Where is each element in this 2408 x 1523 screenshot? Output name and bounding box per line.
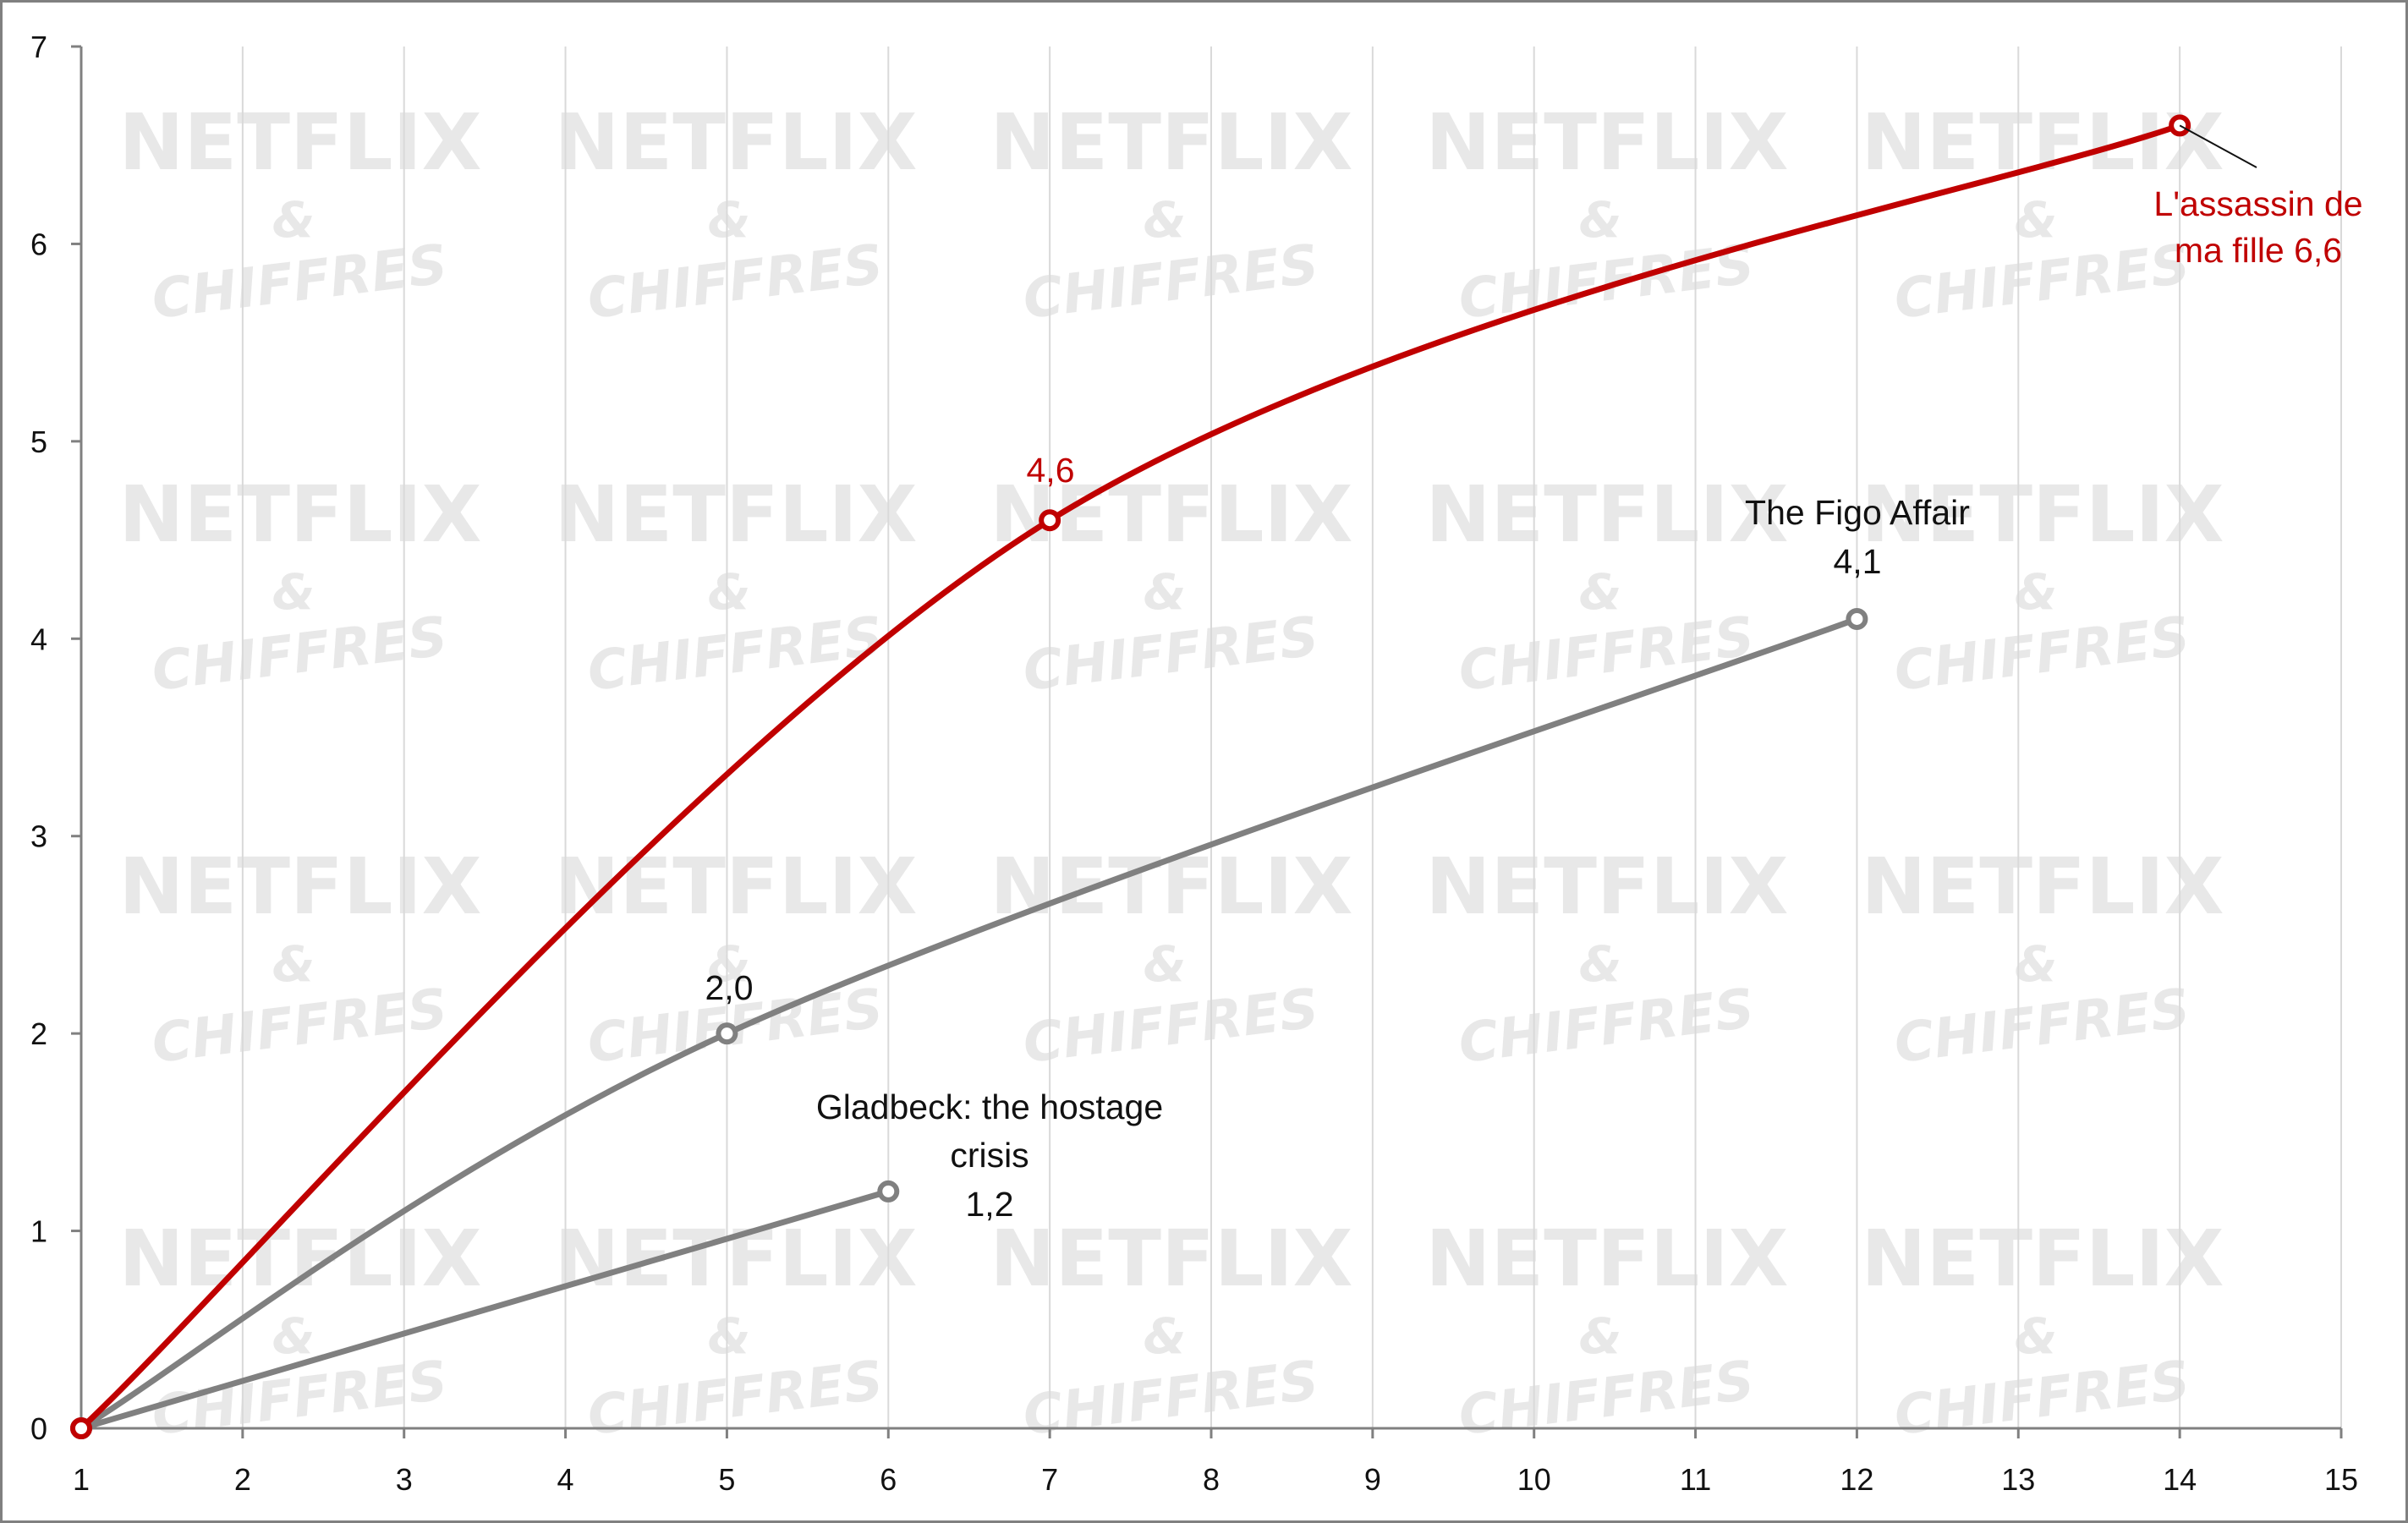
watermark-line1: NETFLIX: [1425, 1213, 1788, 1304]
y-tick-label: 1: [30, 1214, 47, 1249]
data-label: ma fille 6,6: [2175, 231, 2342, 270]
watermark-line1: NETFLIX: [990, 841, 1352, 932]
data-label: Gladbeck: the hostage: [816, 1087, 1163, 1126]
watermark-line2: &: [708, 935, 751, 993]
x-tick-label: 1: [73, 1462, 90, 1497]
series-point: [877, 1180, 900, 1203]
watermark-line2: &: [2015, 563, 2058, 621]
x-tick-label: 10: [1517, 1462, 1551, 1497]
y-tick-label: 3: [30, 819, 47, 854]
x-tick-label: 7: [1041, 1462, 1058, 1497]
watermark-line1: NETFLIX: [1425, 97, 1788, 188]
watermark-line2: &: [708, 1307, 751, 1365]
y-tick-label: 0: [30, 1411, 47, 1446]
watermark-line2: &: [2015, 191, 2058, 249]
watermark-line1: NETFLIX: [554, 1213, 917, 1304]
watermark-line1: NETFLIX: [554, 469, 917, 560]
watermark-line1: NETFLIX: [990, 1213, 1352, 1304]
series-point: [1846, 607, 1868, 630]
x-tick-label: 6: [880, 1462, 897, 1497]
watermark-tile: NETFLIX&CHIFFRES: [1861, 469, 2224, 704]
watermark-line1: NETFLIX: [1861, 97, 2224, 188]
watermark-line2: &: [1579, 1307, 1622, 1365]
watermark-line1: NETFLIX: [118, 469, 481, 560]
series-layer: [70, 114, 2191, 1439]
watermark-line1: NETFLIX: [554, 97, 917, 188]
watermark-line1: NETFLIX: [1861, 469, 2224, 560]
x-tick-label: 5: [718, 1462, 735, 1497]
data-label: 1,2: [966, 1185, 1014, 1224]
watermark-line1: NETFLIX: [1425, 841, 1788, 932]
series-line: [78, 1188, 891, 1432]
watermark-line1: NETFLIX: [1861, 1213, 2224, 1304]
data-label: L'assassin de: [2153, 184, 2362, 223]
gridlines: [241, 47, 2342, 1428]
data-label: crisis: [950, 1136, 1028, 1175]
data-label: The Figo Affair: [1745, 493, 1970, 532]
y-tick-label: 6: [30, 227, 47, 261]
x-tick-label: 14: [2163, 1462, 2197, 1497]
watermark-line1: NETFLIX: [554, 841, 917, 932]
y-tick-label: 4: [30, 622, 47, 656]
series-point: [70, 1417, 92, 1439]
watermark-line2: &: [708, 191, 751, 249]
watermark-line2: &: [708, 563, 751, 621]
watermark-line1: NETFLIX: [1425, 469, 1788, 560]
data-label: 2,0: [705, 968, 754, 1007]
watermark-line2: &: [272, 191, 315, 249]
x-tick-label: 2: [234, 1462, 251, 1497]
watermark-line2: &: [1144, 1307, 1187, 1365]
watermark-line2: &: [272, 935, 315, 993]
watermark-line1: NETFLIX: [990, 97, 1352, 188]
x-tick-label: 4: [557, 1462, 574, 1497]
watermark-line2: &: [2015, 1307, 2058, 1365]
watermark-line2: &: [272, 563, 315, 621]
x-tick-label: 9: [1364, 1462, 1381, 1497]
watermark-line2: &: [1579, 935, 1622, 993]
watermark-line2: &: [1144, 191, 1187, 249]
x-tick-label: 3: [396, 1462, 413, 1497]
x-tick-label: 15: [2324, 1462, 2358, 1497]
series-point: [716, 1022, 738, 1045]
leader-line: [2179, 124, 2257, 168]
data-label: 4,6: [1027, 451, 1075, 490]
watermark-line2: &: [1579, 563, 1622, 621]
watermark-line1: NETFLIX: [118, 841, 481, 932]
series-point: [1039, 509, 1061, 532]
watermark-line2: &: [2015, 935, 2058, 993]
watermark-line1: NETFLIX: [1861, 841, 2224, 932]
x-tick-label: 11: [1680, 1462, 1711, 1497]
y-tick-label: 5: [30, 425, 47, 459]
watermark-line1: NETFLIX: [118, 1213, 481, 1304]
x-tick-label: 13: [2001, 1462, 2035, 1497]
watermark-line2: &: [1144, 563, 1187, 621]
data-label: 4,1: [1834, 542, 1882, 581]
watermark-line2: &: [1144, 935, 1187, 993]
x-tick-label: 8: [1203, 1462, 1220, 1497]
data-labels: 4,6 L'assassin de ma fille 6,6 2,0 The Figo …: [705, 124, 2363, 1224]
y-tick-label: 7: [30, 30, 47, 64]
series-line: [78, 616, 1860, 1432]
watermark-line1: NETFLIX: [118, 97, 481, 188]
x-tick-label: 12: [1840, 1462, 1873, 1497]
watermark-line2: &: [272, 1307, 315, 1365]
y-tick-label: 2: [30, 1016, 47, 1051]
series-0: [70, 114, 2191, 1439]
watermark-line2: &: [1579, 191, 1622, 249]
